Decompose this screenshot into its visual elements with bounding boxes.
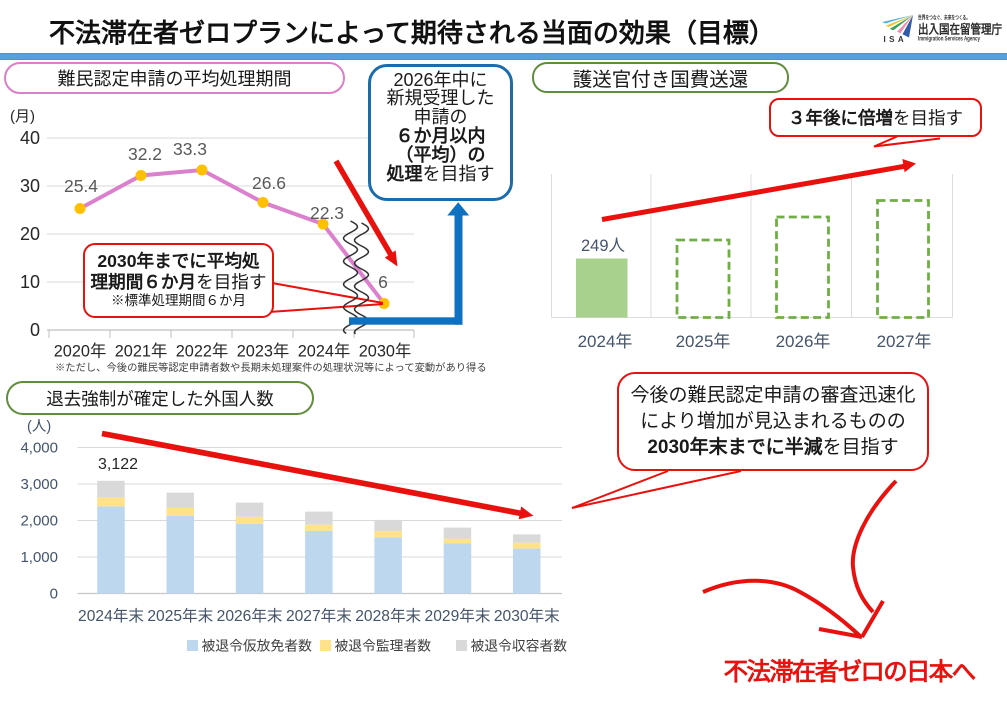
svg-text:世界をつなぐ、未来をつくる。: 世界をつなぐ、未来をつくる。	[918, 14, 970, 22]
svg-text:2026年: 2026年	[776, 332, 831, 351]
svg-text:10: 10	[20, 272, 40, 292]
svg-text:2024年: 2024年	[578, 332, 633, 351]
svg-text:2026年末: 2026年末	[217, 607, 283, 625]
svg-text:40: 40	[20, 128, 40, 148]
svg-text:2022年: 2022年	[176, 343, 229, 361]
svg-text:2025年: 2025年	[676, 332, 731, 351]
svg-text:25.4: 25.4	[64, 176, 98, 196]
svg-text:2021年: 2021年	[115, 343, 168, 361]
svg-text:2020年: 2020年	[54, 343, 107, 361]
svg-text:(人): (人)	[27, 419, 51, 435]
svg-text:2023年: 2023年	[237, 343, 290, 361]
svg-text:2030年末: 2030年末	[494, 607, 560, 625]
svg-text:6: 6	[378, 272, 388, 292]
svg-text:1,000: 1,000	[20, 549, 58, 566]
svg-text:被退令仮放免者数: 被退令仮放免者数	[202, 639, 313, 654]
svg-text:2030年: 2030年	[359, 343, 412, 361]
svg-text:33.3: 33.3	[173, 139, 207, 159]
svg-text:不法滞在者ゼロの日本へ: 不法滞在者ゼロの日本へ	[724, 658, 976, 686]
svg-text:3,122: 3,122	[98, 456, 138, 473]
svg-text:ISA: ISA	[884, 35, 908, 44]
svg-text:2028年末: 2028年末	[355, 607, 421, 625]
svg-text:249人: 249人	[581, 237, 626, 255]
svg-text:32.2: 32.2	[128, 144, 162, 164]
svg-text:2025年末: 2025年末	[147, 607, 213, 625]
svg-text:4,000: 4,000	[20, 440, 58, 457]
svg-text:0: 0	[30, 320, 40, 340]
svg-text:2,000: 2,000	[20, 513, 58, 530]
svg-text:※ただし、今後の難民等認定申請者数や長期未処理案件の処理状況: ※ただし、今後の難民等認定申請者数や長期未処理案件の処理状況等によって変動があり…	[55, 361, 487, 374]
svg-text:0: 0	[50, 586, 58, 603]
svg-text:被退令監理者数: 被退令監理者数	[335, 639, 432, 654]
svg-text:2027年: 2027年	[877, 332, 932, 351]
svg-text:被退令収容者数: 被退令収容者数	[471, 638, 568, 654]
svg-text:2024年: 2024年	[298, 343, 351, 361]
svg-text:30: 30	[20, 176, 40, 196]
svg-text:(月): (月)	[10, 108, 35, 125]
svg-text:出入国在留管理庁: 出入国在留管理庁	[918, 22, 1003, 37]
svg-text:Immigration Services Agency: Immigration Services Agency	[918, 37, 980, 43]
svg-text:3,000: 3,000	[20, 476, 58, 493]
svg-text:26.6: 26.6	[252, 173, 286, 193]
svg-text:2024年末: 2024年末	[78, 607, 144, 625]
svg-text:2029年末: 2029年末	[425, 607, 491, 625]
svg-text:20: 20	[20, 224, 40, 244]
svg-text:2027年末: 2027年末	[286, 607, 352, 625]
svg-text:22.3: 22.3	[310, 203, 344, 223]
